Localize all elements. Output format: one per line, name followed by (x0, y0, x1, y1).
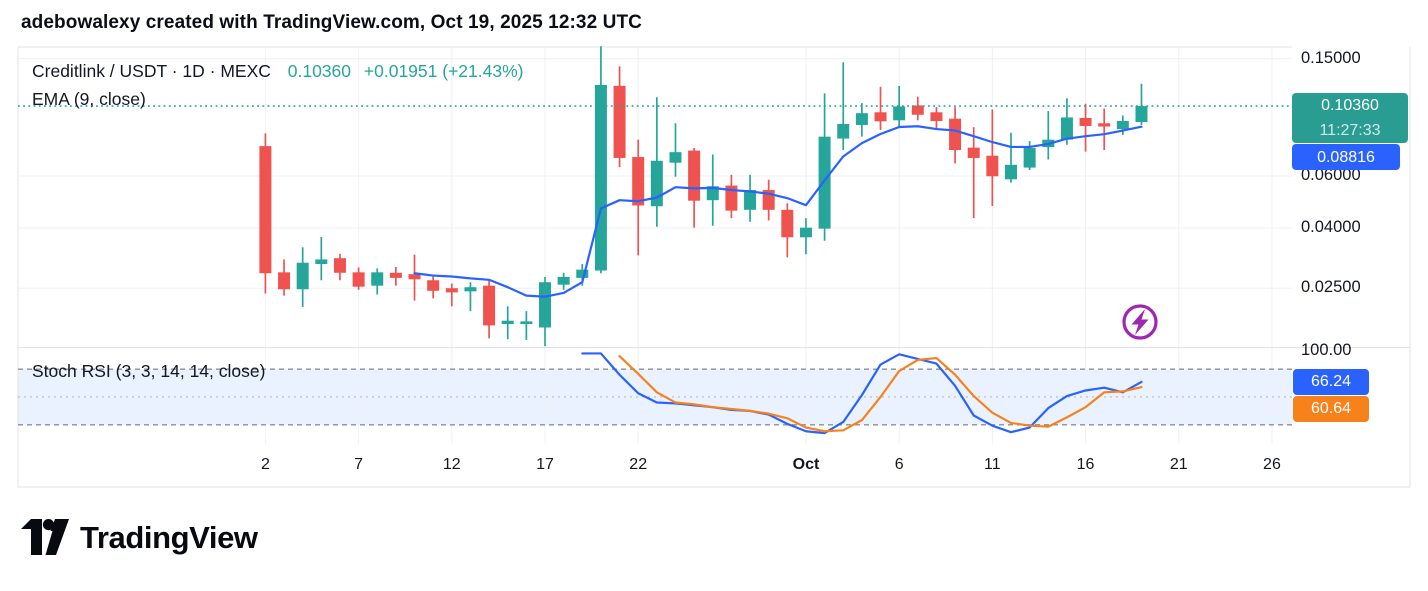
candle-body (539, 282, 551, 328)
candle-body (1135, 106, 1148, 122)
price-axis-label: 0.04000 (1301, 218, 1361, 236)
candle-body (427, 280, 440, 291)
candle-body (818, 136, 831, 229)
candle-body (744, 190, 757, 210)
candle-body (371, 272, 384, 286)
candle-body (1098, 123, 1111, 127)
stoch-k-badge-value: 66.24 (1310, 373, 1352, 391)
ema-indicator-legend[interactable]: EMA (9, close) (32, 89, 146, 109)
candle-body (911, 105, 924, 115)
last-price-value: 0.10360 (287, 61, 352, 81)
candle-body (725, 185, 738, 211)
time-axis-label: 2 (260, 456, 270, 473)
candle-body (799, 227, 812, 238)
time-axis-label: 6 (894, 456, 904, 473)
candle-body (520, 321, 533, 325)
stoch-axis-label: 100.00 (1301, 340, 1352, 359)
candle-body (1060, 117, 1073, 140)
candle-body (501, 320, 514, 325)
candle-body (594, 84, 607, 271)
bar-countdown-timer: 11:27:33 (1319, 122, 1381, 140)
stoch-d-line (618, 355, 1143, 433)
attribution-watermark: adebowalexy created with TradingView.com… (21, 12, 642, 33)
lightning-bolt-icon[interactable] (1131, 309, 1149, 335)
candle-body (855, 113, 868, 125)
candle-body (874, 112, 887, 122)
candle-body (613, 85, 626, 158)
time-axis-label: 12 (442, 456, 461, 473)
stoch-k-badge: 66.24 (1293, 368, 1369, 395)
stoch-rsi-indicator-legend[interactable]: Stoch RSI (3, 3, 14, 14, close) (32, 361, 266, 381)
ema-badge-value: 0.08816 (1317, 148, 1375, 166)
candle-body (278, 272, 291, 290)
symbol-title: Creditlink / USDT · 1D · MEXC (32, 61, 271, 81)
candle-body (408, 274, 421, 280)
price-badge-value: 0.10360 (1321, 97, 1379, 115)
price-axis-label: 0.02500 (1301, 278, 1361, 297)
time-axis-label: 7 (354, 456, 364, 473)
time-axis-label: Oct (792, 456, 820, 473)
candle-body (837, 123, 850, 139)
candle-body (781, 209, 794, 238)
price-change-value: +0.01951 (+21.43%) (363, 61, 524, 81)
candle-body (930, 112, 943, 122)
candle-body (296, 262, 309, 290)
time-axis-label: 21 (1169, 456, 1188, 473)
candle-body (483, 285, 496, 326)
price-axis-label: 0.15000 (1301, 48, 1361, 67)
time-axis-label: 16 (1076, 456, 1095, 473)
time-axis-label: 26 (1263, 456, 1281, 473)
candle-body (986, 155, 999, 177)
candle-body (352, 272, 365, 287)
tradingview-logo-mark (21, 519, 69, 555)
candle-body (389, 272, 402, 278)
candle-body (669, 152, 682, 163)
price-badge: 0.10360 11:27:33 (1292, 93, 1408, 144)
candle-body (333, 258, 346, 273)
candle-body (1079, 117, 1092, 126)
candle-body (576, 269, 589, 278)
tradingview-wordmark: TradingView (80, 519, 258, 555)
candle-body (1023, 147, 1036, 168)
ema-line (413, 125, 1143, 298)
ema-badge: 0.08816 (1292, 144, 1400, 171)
candle-body (949, 118, 962, 151)
price-axis-label: 0.06000 (1301, 166, 1361, 185)
candle-body (688, 150, 701, 201)
candle-body (1116, 121, 1129, 130)
candle-body (445, 288, 458, 293)
time-axis-label: 22 (629, 456, 648, 473)
legend-symbol-row[interactable]: Creditlink / USDT · 1D · MEXC 0.10360 +0… (32, 61, 523, 82)
candle-body (632, 157, 645, 206)
candle-body (1005, 164, 1017, 180)
stoch-d-badge-value: 60.64 (1310, 400, 1352, 418)
stoch-d-badge: 60.64 (1293, 395, 1369, 422)
candle-body (893, 106, 906, 121)
candle-body (259, 146, 272, 274)
tradingview-logo[interactable]: TradingView (21, 519, 258, 556)
candle-body (315, 259, 328, 265)
time-axis-label: 11 (984, 456, 1001, 473)
candle-body (706, 186, 719, 201)
candle-body (967, 147, 980, 158)
candle-body (464, 287, 477, 292)
time-axis-label: 17 (536, 456, 554, 473)
candle-body (557, 276, 570, 285)
